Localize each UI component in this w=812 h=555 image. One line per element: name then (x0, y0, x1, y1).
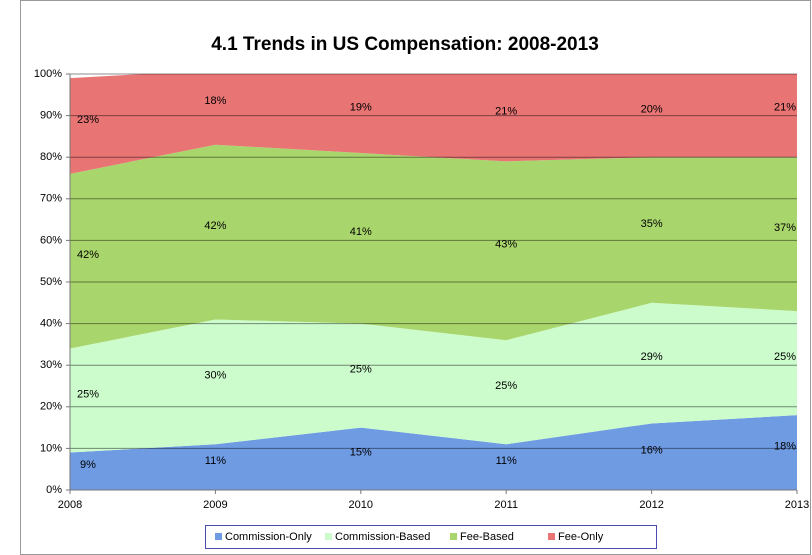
area (70, 144, 797, 349)
data-label: 41% (350, 226, 372, 238)
y-tick-label: 60% (40, 234, 62, 246)
data-label: 25% (774, 351, 796, 363)
x-tick-label: 2010 (349, 499, 373, 511)
y-tick-label: 0% (46, 484, 62, 496)
x-tick-label: 2013 (785, 499, 809, 511)
y-tick-label: 30% (40, 359, 62, 371)
data-label: 29% (641, 351, 663, 363)
y-tick-label: 100% (34, 68, 62, 80)
data-label: 37% (774, 222, 796, 234)
legend (205, 525, 657, 549)
data-label: 25% (495, 380, 517, 392)
data-label: 42% (204, 220, 226, 232)
data-label: 25% (77, 388, 99, 400)
y-tick-label: 40% (40, 318, 62, 330)
data-label: 16% (641, 445, 663, 457)
legend-label: Commission-Based (335, 531, 430, 543)
data-label: 9% (80, 459, 96, 471)
data-label: 35% (641, 218, 663, 230)
data-label: 30% (204, 370, 226, 382)
y-tick-label: 80% (40, 151, 62, 163)
data-label: 43% (495, 239, 517, 251)
y-tick-label: 20% (40, 401, 62, 413)
area (70, 74, 797, 174)
data-label: 18% (774, 440, 796, 452)
x-tick-label: 2008 (58, 499, 82, 511)
data-label: 19% (350, 101, 372, 113)
y-tick-label: 70% (40, 193, 62, 205)
x-tick-label: 2011 (494, 499, 518, 511)
data-label: 25% (350, 364, 372, 376)
legend-swatch (325, 533, 332, 540)
legend-label: Fee-Only (558, 531, 604, 543)
x-tick-label: 2009 (203, 499, 227, 511)
y-tick-label: 90% (40, 110, 62, 122)
y-tick-label: 50% (40, 276, 62, 288)
data-label: 21% (774, 101, 796, 113)
chart-title: 4.1 Trends in US Compensation: 2008-2013 (211, 34, 599, 55)
data-label: 11% (496, 455, 517, 467)
area (70, 302, 797, 453)
data-label: 23% (77, 114, 99, 126)
data-label: 18% (204, 95, 226, 107)
data-label: 21% (495, 106, 517, 118)
legend-swatch (548, 533, 555, 540)
legend-swatch (450, 533, 457, 540)
data-label: 15% (350, 447, 372, 459)
legend-label: Commission-Only (225, 531, 312, 543)
area (70, 415, 797, 490)
legend-swatch (215, 533, 222, 540)
data-label: 42% (77, 249, 99, 261)
legend-label: Fee-Based (460, 531, 514, 543)
data-label: 11% (205, 455, 226, 467)
x-tick-label: 2012 (639, 499, 663, 511)
plot-area (70, 74, 797, 490)
y-tick-label: 10% (40, 442, 62, 454)
data-label: 20% (641, 104, 663, 116)
